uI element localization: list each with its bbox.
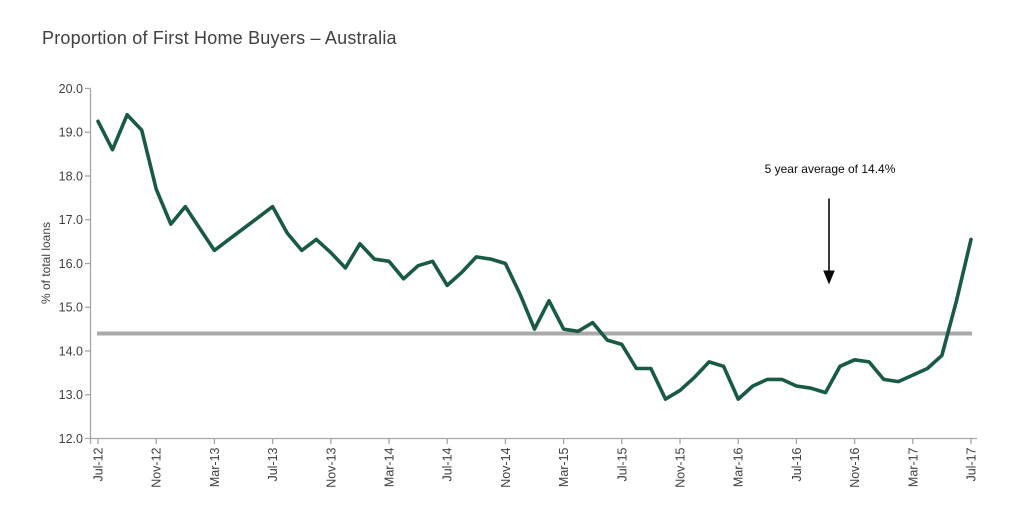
chart-title: Proportion of First Home Buyers – Austra… (42, 28, 397, 48)
x-tick-label: Nov-16 (848, 447, 862, 487)
first-home-buyers-series-line (96, 113, 973, 401)
axis-lines (89, 88, 977, 440)
x-tick-label: Jul-16 (790, 447, 804, 481)
y-tick-label: 16.0 (59, 257, 83, 271)
y-axis-title: % of total loans (39, 221, 53, 305)
y-tick-label: 13.0 (59, 388, 83, 402)
y-tick-label: 15.0 (59, 301, 83, 315)
down-arrow-head-icon (823, 270, 835, 285)
average-annotation-label: 5 year average of 14.4% (764, 162, 896, 176)
y-tick-label: 20.0 (59, 82, 83, 96)
x-tick-label: Jul-15 (615, 447, 629, 481)
x-tick-label: Mar-16 (732, 447, 746, 487)
x-tick-label: Mar-13 (208, 447, 222, 487)
y-tick-label: 12.0 (59, 432, 83, 446)
y-tick-label: 17.0 (59, 213, 83, 227)
x-tick-label: Jul-14 (441, 447, 455, 481)
x-tick-label: Jul-13 (266, 447, 280, 481)
x-tick-label: Mar-17 (906, 447, 920, 487)
x-tick-label: Nov-14 (499, 447, 513, 487)
x-tick-label: Mar-14 (383, 447, 397, 487)
x-tick-label: Mar-15 (557, 447, 571, 487)
x-tick-label: Jul-17 (965, 447, 979, 481)
x-tick-label: Nov-12 (150, 447, 164, 487)
y-tick-label: 14.0 (59, 344, 83, 358)
x-tick-label: Jul-12 (92, 447, 106, 481)
y-tick-label: 19.0 (59, 126, 83, 140)
x-tick-label: Nov-13 (324, 447, 338, 487)
y-tick-label: 18.0 (59, 169, 83, 183)
x-tick-label: Nov-15 (674, 447, 688, 487)
